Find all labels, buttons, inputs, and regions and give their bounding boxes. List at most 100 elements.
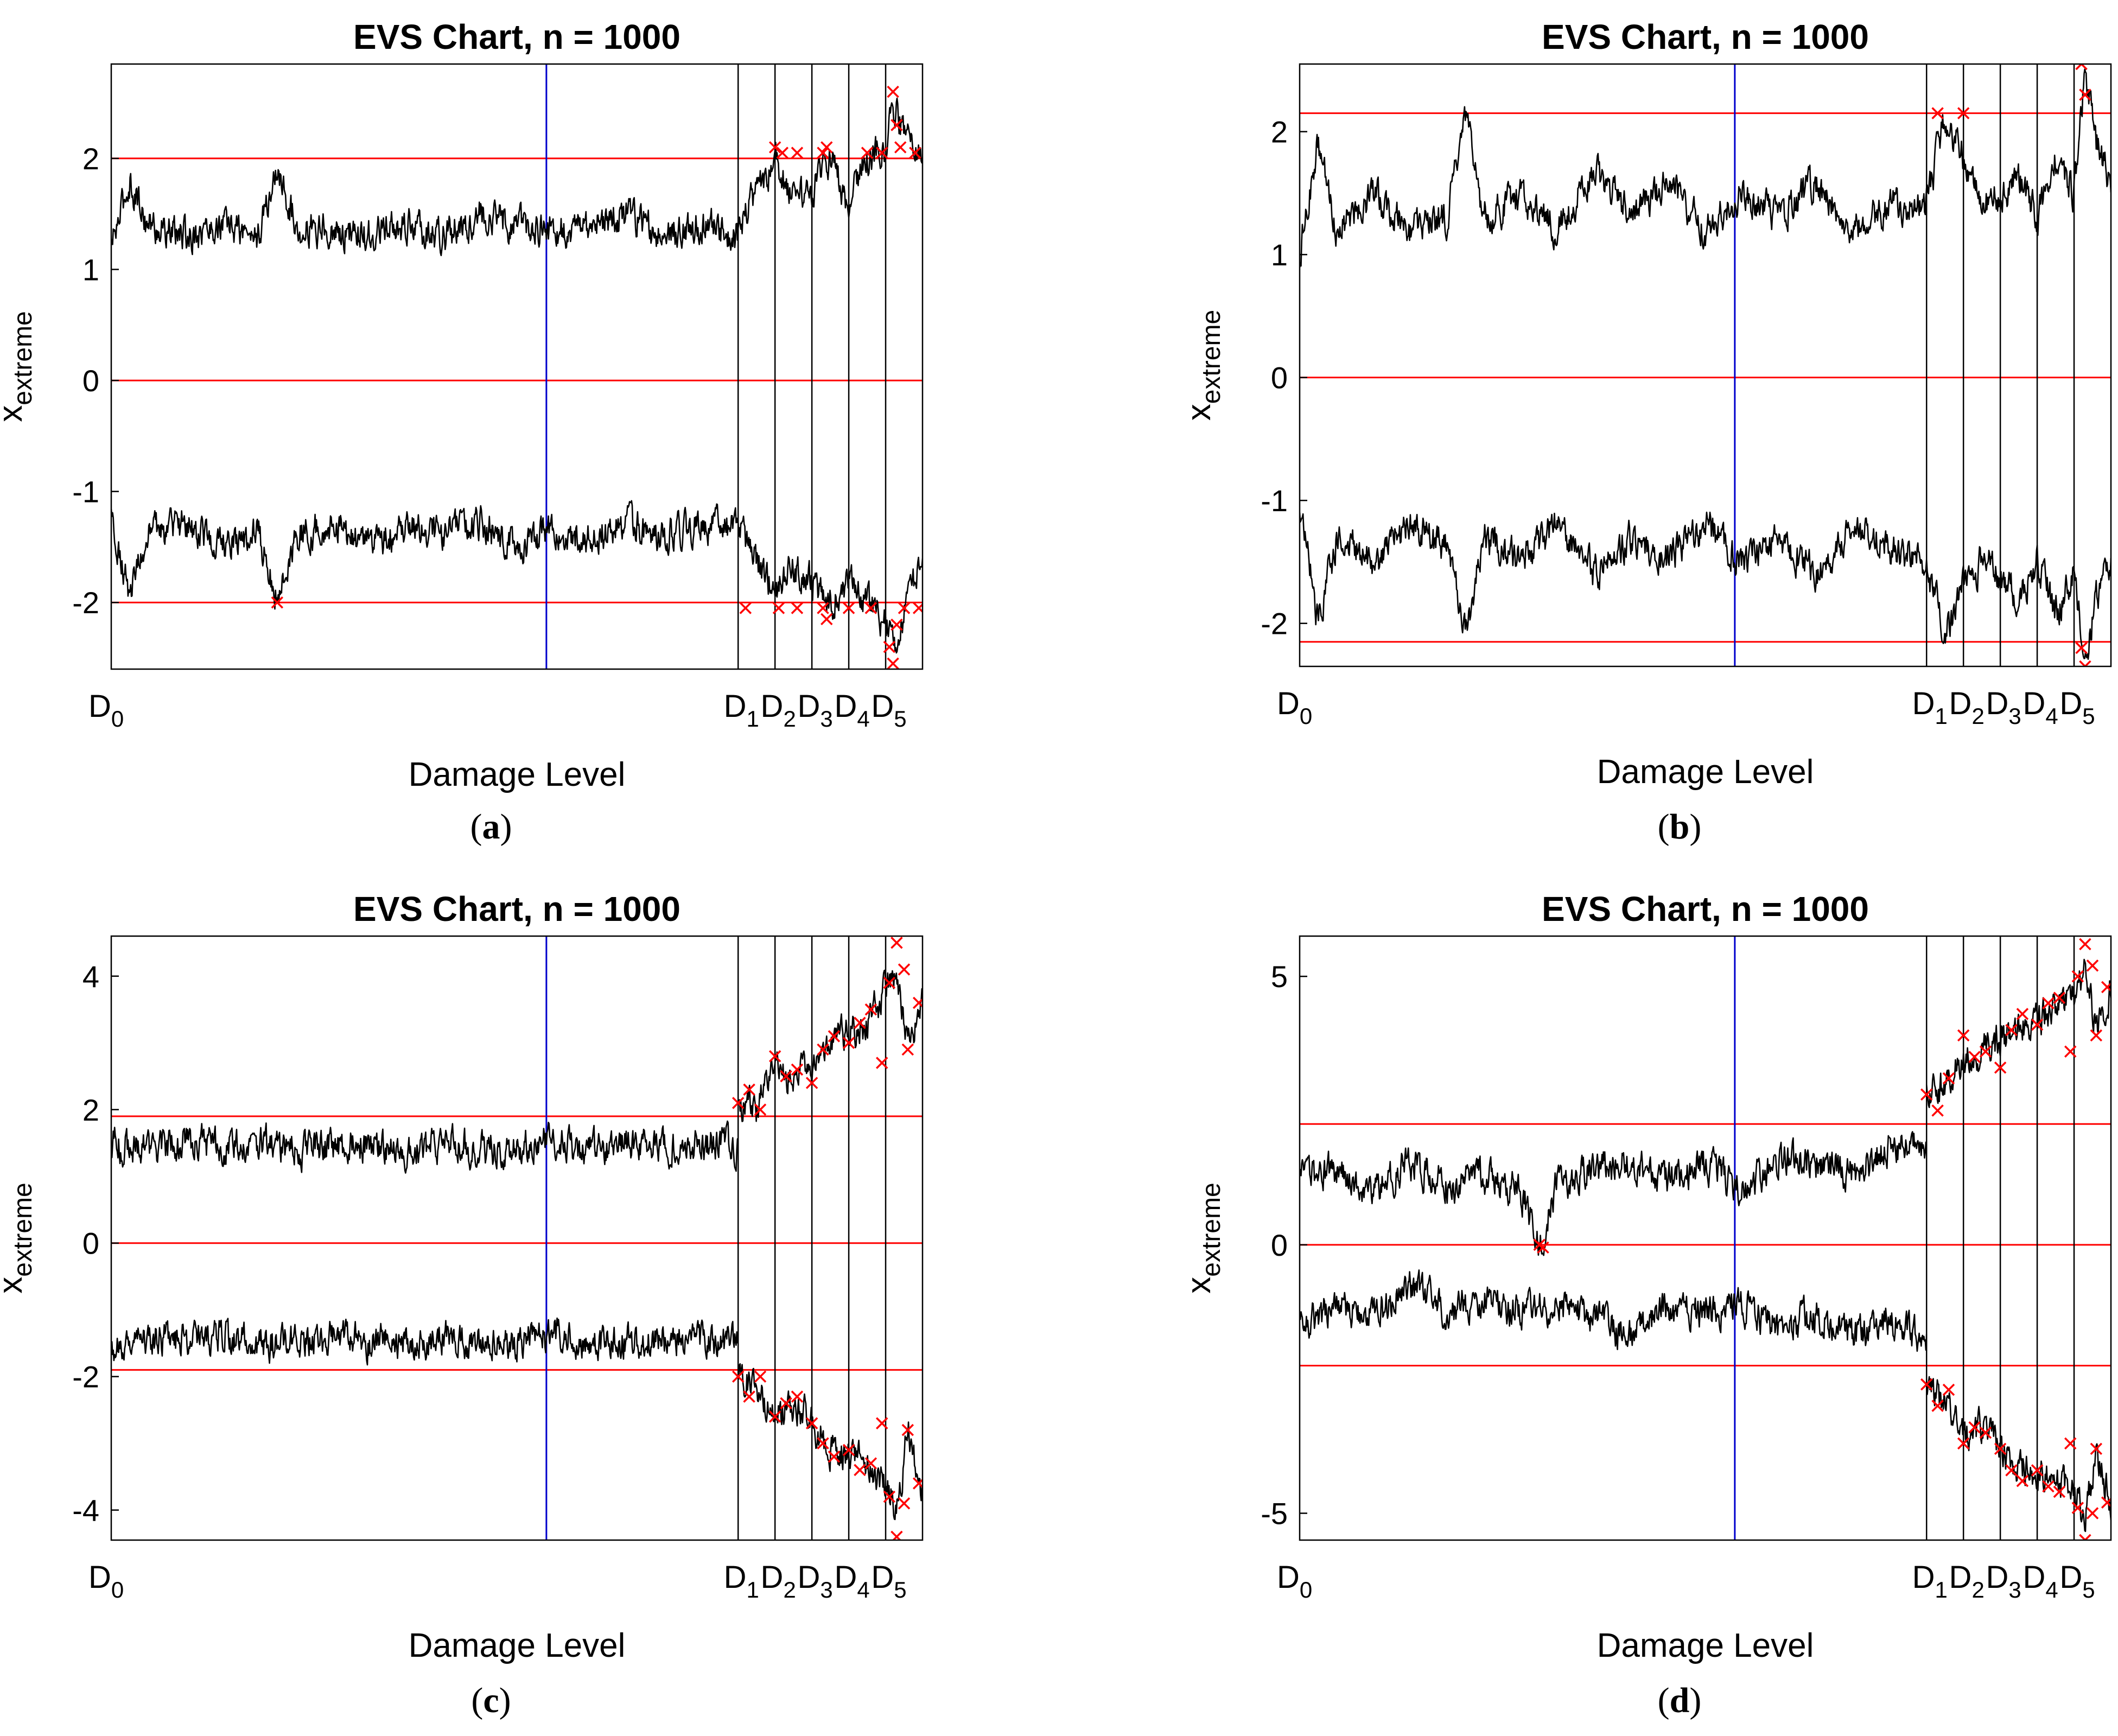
exceedance-marker <box>817 602 829 614</box>
exceedance-marker <box>1931 107 1944 119</box>
x-tick-label-subscript: 5 <box>894 706 906 732</box>
exceedance-marker <box>2090 1029 2103 1042</box>
exceedance-marker <box>768 1410 781 1423</box>
exceedance-marker <box>2079 1534 2091 1540</box>
exceedance-marker <box>791 602 804 614</box>
exceedance-marker <box>780 1397 792 1410</box>
exceedance-marker <box>754 1103 767 1116</box>
exceedance-marker <box>2031 1464 2044 1477</box>
caption-letter: a <box>482 807 500 847</box>
caption-paren: ( <box>1658 807 1670 847</box>
exceedance-marker <box>854 1016 866 1029</box>
x-tick-label: D0 <box>1277 1560 1312 1603</box>
exceedance-marker <box>821 613 833 626</box>
x-tick-label-subscript: 1 <box>746 1577 759 1603</box>
trace-upper-extreme <box>111 97 923 257</box>
y-axis-label: xextreme <box>0 1182 37 1293</box>
exceedance-marker <box>1942 1383 1955 1396</box>
exceedance-marker <box>817 1043 829 1056</box>
exceedance-marker <box>791 1390 804 1403</box>
x-tick-label: D2 <box>761 1560 796 1603</box>
panel-caption: (d) <box>1658 1681 1702 1720</box>
exceedance-marker <box>861 147 874 159</box>
x-tick-label: D5 <box>2059 686 2095 729</box>
plot-area <box>111 936 923 1540</box>
exceedance-marker <box>2086 959 2099 972</box>
y-axis-label: xextreme <box>0 311 37 422</box>
exceedance-marker <box>1942 1072 1955 1085</box>
x-tick-label-base: D <box>798 1560 821 1595</box>
y-axis-label-base: x <box>0 405 29 422</box>
x-tick-label-base: D <box>88 1560 111 1595</box>
exceedance-marker <box>876 147 888 159</box>
y-axis-label: xextreme <box>1180 1182 1226 1293</box>
exceedance-marker <box>805 1077 818 1089</box>
exceedance-marker <box>772 602 785 614</box>
plot-area <box>111 64 923 669</box>
trace-lower-extreme <box>111 1317 739 1366</box>
x-tick-label-subscript: 3 <box>820 706 832 732</box>
x-tick-label: D5 <box>871 689 906 732</box>
axes-frame <box>110 63 924 670</box>
exceedance-marker <box>805 1417 818 1430</box>
x-tick-label-subscript: 2 <box>783 1577 796 1603</box>
y-axis-label: xextreme <box>1180 310 1226 421</box>
exceedance-marker <box>883 640 896 653</box>
x-axis-label: Damage Level <box>1597 1627 1814 1664</box>
y-axis-label-subscript: extreme <box>9 311 37 405</box>
caption-letter: c <box>483 1681 499 1720</box>
caption-paren: ( <box>471 1681 483 1720</box>
x-tick-label-base: D <box>761 1560 784 1595</box>
exceedance-marker <box>2053 1485 2066 1498</box>
exceedance-marker <box>743 1083 755 1096</box>
caption-paren: ) <box>1689 807 1701 847</box>
exceedance-marker <box>791 1063 804 1076</box>
y-tick-label: -2 <box>72 586 99 620</box>
exceedance-marker <box>780 1070 792 1083</box>
x-tick-label-base: D <box>2059 1560 2082 1595</box>
x-tick-label-subscript: 1 <box>1935 703 1947 729</box>
x-tick-label-subscript: 0 <box>111 1577 124 1603</box>
exceedance-marker <box>776 147 789 159</box>
x-tick-label: D3 <box>1986 1560 2021 1603</box>
exceedance-marker <box>864 1003 877 1016</box>
exceedance-marker <box>1920 1088 1933 1101</box>
x-tick-label-base: D <box>1912 1560 1935 1595</box>
y-tick-label: -5 <box>1261 1497 1288 1531</box>
x-tick-label-base: D <box>1277 686 1300 721</box>
panel-caption: (a) <box>470 807 512 847</box>
x-tick-label-base: D <box>2022 1560 2045 1595</box>
axes-frame <box>1299 63 2112 667</box>
exceedance-marker <box>2053 991 2066 1004</box>
exceedance-marker <box>894 141 907 154</box>
exceedance-marker <box>2042 997 2055 1009</box>
y-axis-label-subscript: extreme <box>1197 1182 1226 1276</box>
x-tick-label-subscript: 5 <box>894 1577 906 1603</box>
x-tick-label: D4 <box>834 689 869 732</box>
x-axis-label: Damage Level <box>1597 753 1814 791</box>
y-tick-label: 1 <box>1271 238 1288 272</box>
exceedance-marker <box>817 147 829 159</box>
exceedance-marker <box>898 602 911 614</box>
y-axis-label-base: x <box>1180 1277 1218 1294</box>
y-axis-label-subscript: extreme <box>9 1182 37 1276</box>
x-tick-label-base: D <box>1949 1560 1972 1595</box>
x-tick-label: D3 <box>1986 686 2021 729</box>
y-tick-label: 5 <box>1271 959 1288 994</box>
x-tick-label-subscript: 2 <box>1971 1577 1984 1603</box>
exceedance-marker <box>743 1390 755 1403</box>
exceedance-marker <box>842 1444 855 1457</box>
x-tick-label-subscript: 0 <box>1300 703 1312 729</box>
trace-upper-extreme <box>111 1120 739 1174</box>
exceedance-marker <box>864 602 877 614</box>
x-tick-label-subscript: 4 <box>857 706 869 732</box>
y-tick-label: 0 <box>1271 361 1288 395</box>
exceedance-marker <box>732 1370 745 1383</box>
trace-lower-extreme <box>1300 511 2111 660</box>
x-tick-label-base: D <box>798 689 821 724</box>
exceedance-marker <box>883 976 896 989</box>
x-tick-label: D5 <box>871 1560 906 1603</box>
exceedance-marker <box>842 602 855 614</box>
